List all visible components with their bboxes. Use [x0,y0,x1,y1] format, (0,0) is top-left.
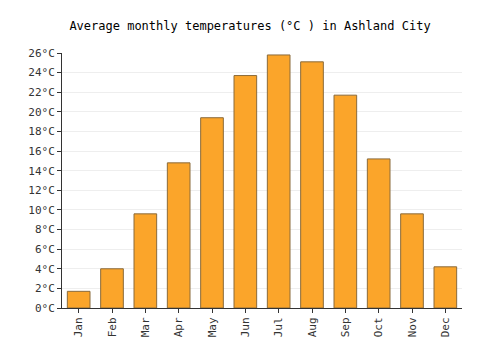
svg-text:8°C: 8°C [35,223,55,236]
svg-text:2°C: 2°C [35,282,55,295]
svg-text:Sep: Sep [339,317,352,337]
svg-text:Dec: Dec [439,317,452,337]
svg-text:Jan: Jan [72,317,85,337]
svg-text:Average monthly temperatures (: Average monthly temperatures (°C ) in As… [69,19,430,33]
svg-text:10°C: 10°C [28,204,55,217]
svg-text:14°C: 14°C [28,165,55,178]
svg-text:24°C: 24°C [28,66,55,79]
svg-text:Aug: Aug [306,317,319,337]
svg-text:20°C: 20°C [28,106,55,119]
svg-text:Jul: Jul [272,317,285,337]
svg-text:Mar: Mar [139,317,152,337]
svg-text:18°C: 18°C [28,125,55,138]
svg-text:12°C: 12°C [28,184,55,197]
svg-text:Jun: Jun [239,317,252,337]
svg-text:Nov: Nov [406,317,419,337]
svg-text:22°C: 22°C [28,86,55,99]
svg-text:26°C: 26°C [28,47,55,60]
svg-text:16°C: 16°C [28,145,55,158]
svg-text:Apr: Apr [172,317,185,337]
svg-text:Feb: Feb [106,317,119,337]
svg-text:Oct: Oct [372,317,385,337]
svg-text:4°C: 4°C [35,263,55,276]
svg-text:0°C: 0°C [35,302,55,315]
svg-text:May: May [206,317,219,337]
svg-text:6°C: 6°C [35,243,55,256]
